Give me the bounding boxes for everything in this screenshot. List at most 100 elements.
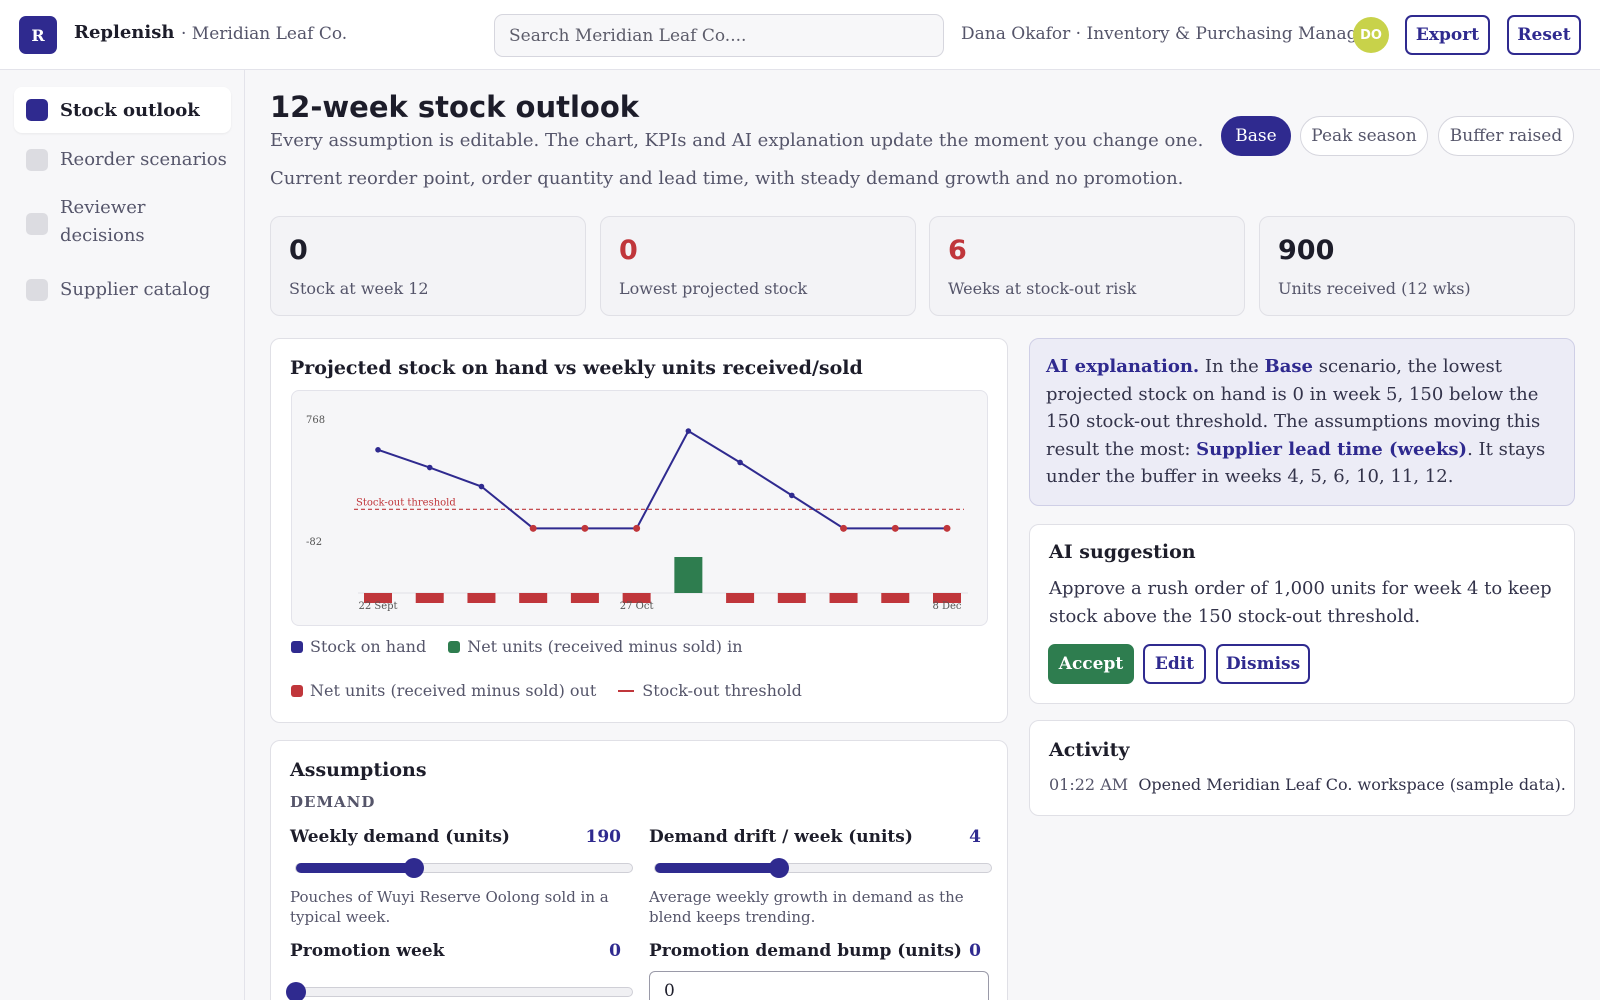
slider-thumb[interactable] — [403, 858, 424, 878]
scenario-tab-peak-season[interactable]: Peak season — [1300, 116, 1428, 156]
y-tick-label: 768 — [306, 415, 325, 426]
legend-item-net-in[interactable]: Net units (received minus sold) in — [448, 637, 743, 656]
sidebar: Stock outlook Reorder scenarios Reviewer… — [0, 70, 245, 1000]
kpi-card-units-received: 900 Units received (12 wks) — [1259, 216, 1575, 316]
bar-net-out — [829, 593, 858, 603]
assumptions-card: Assumptions DEMAND Weekly demand (units)… — [270, 740, 1008, 1000]
nav-icon — [26, 279, 48, 301]
reset-button[interactable]: Reset — [1507, 15, 1581, 55]
activity-title: Activity — [1049, 739, 1130, 761]
sidebar-item-reorder-scenarios[interactable]: Reorder scenarios — [14, 137, 231, 183]
assumptions-title: Assumptions — [290, 759, 427, 781]
kpi-card-weeks-at-risk: 6 Weeks at stock-out risk — [929, 216, 1245, 316]
kpi-label: Units received (12 wks) — [1278, 279, 1471, 298]
promotion-bump-label: Promotion demand bump (units) — [649, 941, 962, 961]
legend-item-net-out[interactable]: Net units (received minus sold) out — [291, 681, 596, 700]
stock-point — [478, 483, 485, 490]
threshold-label: Stock-out threshold — [356, 497, 456, 508]
nav-icon — [26, 149, 48, 171]
demand-drift-slider[interactable] — [654, 858, 992, 878]
page-title: 12-week stock outlook — [270, 90, 640, 124]
promotion-week-slider[interactable] — [286, 982, 633, 1000]
stock-point — [633, 524, 641, 532]
legend-swatch — [448, 640, 461, 653]
stock-point — [375, 447, 381, 453]
sidebar-item-supplier-catalog[interactable]: Supplier catalog — [14, 267, 231, 313]
ai-suggestion-text: Approve a rush order of 1,000 units for … — [1049, 578, 1552, 627]
ai-explanation: AI explanation. In the Base scenario, th… — [1029, 338, 1575, 506]
sidebar-item-label: Reorder scenarios — [60, 149, 227, 170]
sidebar-item-label: Supplier catalog — [60, 279, 211, 300]
kpi-label: Weeks at stock-out risk — [948, 279, 1137, 298]
export-button[interactable]: Export — [1405, 15, 1490, 55]
legend-swatch — [291, 684, 303, 697]
kpi-label: Lowest projected stock — [619, 279, 808, 298]
bar-net-out — [519, 593, 548, 603]
stock-point — [581, 524, 589, 532]
promotion-week-label: Promotion week — [290, 941, 445, 961]
activity-entry: 01:22 AM Opened Meridian Leaf Co. worksp… — [1049, 775, 1566, 794]
ai-explanation-text: In the — [1199, 356, 1265, 377]
ai-suggestion-card: AI suggestion Approve a rush order of 1,… — [1029, 524, 1575, 704]
scenario-tab-buffer-raised[interactable]: Buffer raised — [1438, 116, 1574, 156]
stock-chart: 768 -82 Stock-out threshold 22 Sept 27 Oct 8 … — [306, 415, 968, 612]
bar-net-out — [622, 593, 651, 603]
weekly-demand-slider[interactable] — [295, 858, 633, 878]
ai-suggestion-title: AI suggestion — [1049, 541, 1196, 563]
nav-icon — [26, 213, 48, 235]
kpi-card-lowest-stock: 0 Lowest projected stock — [600, 216, 916, 316]
legend-swatch — [291, 640, 303, 653]
org-name: · Meridian Leaf Co. — [181, 24, 348, 44]
ai-explanation-text: scenario, the lowest projected stock on … — [1046, 356, 1541, 460]
bar-net-out — [415, 593, 444, 603]
sidebar-item-reviewer-decisions[interactable]: Reviewer decisions — [14, 191, 231, 251]
weekly-demand-label: Weekly demand (units) — [290, 827, 510, 847]
legend-label: Net units (received minus sold) in — [467, 637, 743, 656]
accept-button[interactable]: Accept — [1048, 644, 1134, 684]
demand-drift-help: Average weekly growth in demand as the b… — [649, 888, 964, 926]
stock-point — [943, 524, 951, 532]
stock-line — [377, 429, 947, 530]
legend-label: Stock-out threshold — [642, 681, 802, 700]
weekly-demand-help: Pouches of Wuyi Reserve Oolong sold in a… — [290, 888, 609, 926]
nav-icon — [26, 99, 48, 121]
stock-point — [426, 464, 433, 471]
x-tick-label: 27 Oct — [620, 601, 654, 612]
avatar[interactable]: DO — [1353, 17, 1389, 53]
chart-legend: Stock on hand Net units (received minus … — [291, 637, 765, 656]
stock-point — [789, 492, 795, 499]
activity-text: Opened Meridian Leaf Co. workspace (samp… — [1138, 775, 1566, 794]
sidebar-item-label: Reviewer decisions — [60, 197, 146, 246]
promotion-bump-input[interactable] — [649, 971, 989, 1000]
edit-button[interactable]: Edit — [1143, 644, 1206, 684]
bar-net-out — [570, 593, 599, 603]
chart-title: Projected stock on hand vs weekly units … — [290, 357, 863, 379]
ai-explanation-scenario: Base — [1264, 356, 1314, 377]
activity-card: Activity 01:22 AM Opened Meridian Leaf C… — [1029, 720, 1575, 816]
user-name: Dana Okafor · Inventory & Purchasing Man… — [961, 24, 1376, 44]
bar-net-out — [726, 593, 755, 603]
stock-point — [840, 524, 848, 532]
legend-item-threshold[interactable]: Stock-out threshold — [618, 681, 802, 700]
kpi-card-stock-week-12: 0 Stock at week 12 — [270, 216, 586, 316]
slider-thumb[interactable] — [769, 858, 790, 878]
x-tick-label: 8 Dec — [932, 601, 961, 612]
app-logo[interactable]: R — [19, 16, 57, 54]
ai-explanation-text: . It stays under the buffer in weeks 4, … — [1046, 438, 1546, 488]
chart-card: Projected stock on hand vs weekly units … — [270, 338, 1008, 723]
slider-thumb[interactable] — [286, 982, 306, 1000]
stock-point — [685, 428, 692, 434]
bar-net-out — [467, 593, 496, 603]
legend-swatch — [618, 689, 635, 692]
app-name: Replenish — [74, 22, 175, 43]
legend-item-stock[interactable]: Stock on hand — [291, 637, 426, 656]
bar-net-out — [777, 593, 806, 603]
search-input[interactable] — [494, 14, 944, 57]
dismiss-button[interactable]: Dismiss — [1216, 644, 1310, 684]
sidebar-item-stock-outlook[interactable]: Stock outlook — [14, 87, 231, 133]
chart-legend-row-2: Net units (received minus sold) out Stoc… — [291, 681, 824, 700]
promotion-week-value: 0 — [609, 941, 621, 961]
scenario-tab-base[interactable]: Base — [1221, 116, 1291, 156]
x-tick-label: 22 Sept — [358, 601, 397, 612]
chart-area: 768 -82 Stock-out threshold 22 Sept 27 Oct 8 … — [291, 390, 988, 626]
